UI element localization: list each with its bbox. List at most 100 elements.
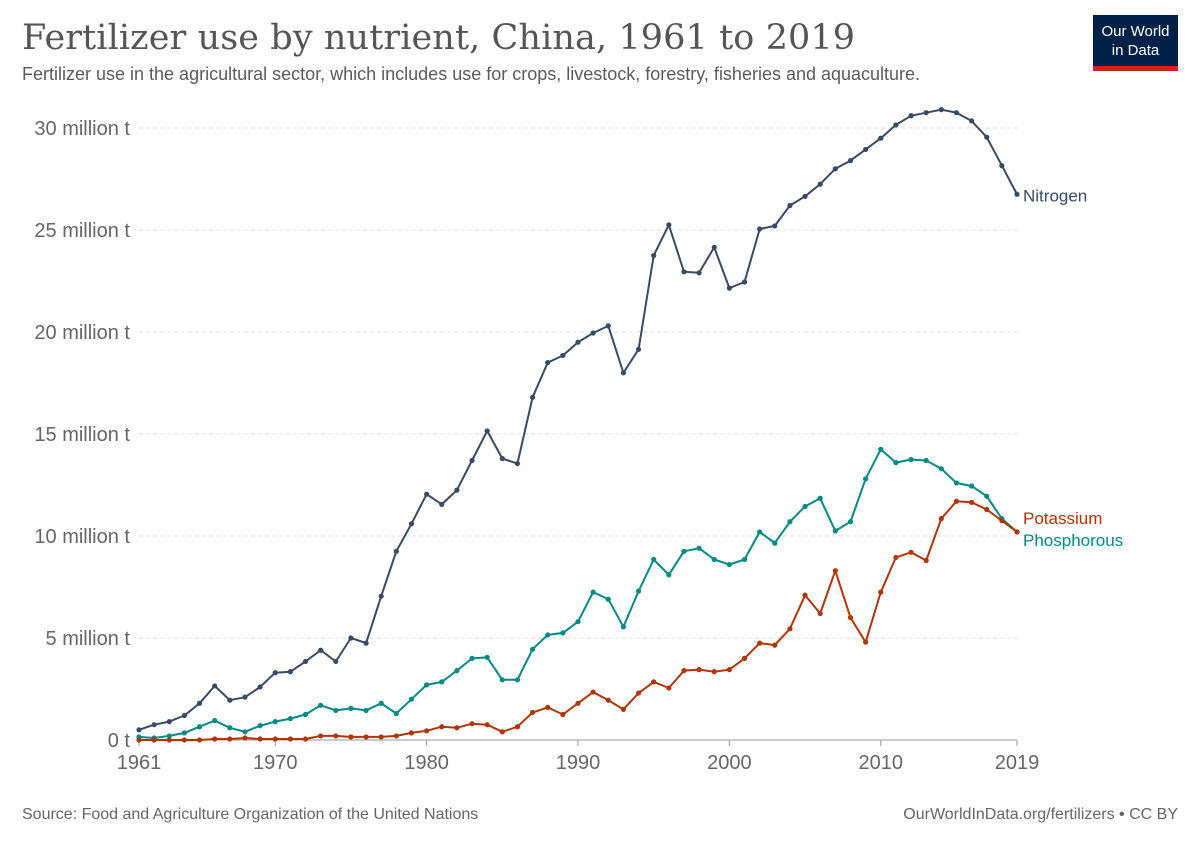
data-point[interactable] (832, 528, 838, 534)
data-point[interactable] (817, 610, 823, 617)
data-point[interactable] (454, 668, 460, 674)
data-point[interactable] (711, 669, 717, 675)
data-point[interactable] (393, 710, 399, 717)
data-point[interactable] (469, 655, 475, 662)
data-point[interactable] (787, 626, 793, 632)
data-point[interactable] (272, 736, 278, 742)
data-point[interactable] (272, 719, 278, 725)
data-point[interactable] (681, 668, 687, 674)
data-point[interactable] (590, 689, 596, 695)
credit-link[interactable]: OurWorldInData.org/fertilizers • CC BY (903, 806, 1178, 823)
data-point[interactable] (605, 697, 611, 703)
data-point[interactable] (620, 624, 627, 630)
data-point[interactable] (726, 285, 732, 291)
data-point[interactable] (529, 709, 536, 716)
data-point[interactable] (575, 700, 581, 706)
data-point[interactable] (302, 736, 309, 742)
data-point[interactable] (832, 568, 838, 574)
data-point[interactable] (953, 480, 960, 486)
data-point[interactable] (893, 122, 899, 128)
data-point[interactable] (363, 640, 369, 646)
data-point[interactable] (439, 501, 445, 507)
data-point[interactable] (938, 516, 944, 522)
data-point[interactable] (605, 596, 611, 602)
data-point[interactable] (181, 737, 188, 743)
data-point[interactable] (741, 556, 748, 563)
data-point[interactable] (318, 647, 324, 653)
data-point[interactable] (741, 655, 748, 662)
data-point[interactable] (499, 729, 505, 735)
data-point[interactable] (166, 737, 172, 743)
data-point[interactable] (469, 721, 475, 727)
data-point[interactable] (832, 166, 838, 172)
data-point[interactable] (863, 146, 869, 153)
data-point[interactable] (726, 667, 732, 673)
data-point[interactable] (529, 394, 536, 400)
data-point[interactable] (287, 715, 293, 722)
data-point[interactable] (711, 244, 717, 250)
data-point[interactable] (363, 707, 369, 714)
data-point[interactable] (514, 724, 521, 730)
data-point[interactable] (802, 193, 808, 199)
data-point[interactable] (545, 632, 551, 638)
data-point[interactable] (590, 589, 596, 595)
data-point[interactable] (651, 556, 657, 563)
data-point[interactable] (590, 330, 596, 336)
data-point[interactable] (711, 556, 717, 563)
data-point[interactable] (181, 730, 188, 736)
data-point[interactable] (635, 588, 642, 594)
series-potassium[interactable] (136, 498, 1020, 743)
data-point[interactable] (1014, 191, 1020, 197)
data-point[interactable] (181, 712, 188, 719)
data-point[interactable] (424, 491, 430, 497)
data-point[interactable] (681, 269, 687, 275)
data-point[interactable] (863, 639, 869, 645)
data-point[interactable] (545, 360, 551, 366)
data-point[interactable] (696, 270, 702, 276)
data-point[interactable] (726, 561, 732, 568)
data-point[interactable] (968, 118, 975, 124)
data-point[interactable] (938, 466, 944, 472)
data-point[interactable] (514, 677, 521, 683)
data-point[interactable] (847, 519, 854, 525)
data-point[interactable] (635, 346, 642, 352)
data-point[interactable] (408, 521, 415, 527)
data-point[interactable] (348, 734, 354, 740)
data-point[interactable] (257, 723, 263, 729)
data-point[interactable] (847, 615, 854, 621)
data-point[interactable] (302, 658, 309, 665)
data-point[interactable] (439, 679, 445, 685)
data-point[interactable] (408, 696, 415, 702)
data-point[interactable] (1014, 529, 1020, 535)
data-point[interactable] (953, 498, 960, 504)
data-point[interactable] (151, 737, 157, 743)
data-point[interactable] (333, 733, 339, 739)
data-point[interactable] (999, 163, 1005, 169)
data-point[interactable] (378, 593, 384, 599)
data-point[interactable] (757, 640, 763, 646)
data-point[interactable] (318, 702, 324, 708)
data-point[interactable] (212, 718, 218, 724)
data-point[interactable] (166, 719, 172, 725)
data-point[interactable] (908, 113, 914, 119)
data-point[interactable] (772, 642, 778, 648)
series-line-phosphorous[interactable] (138, 448, 1018, 739)
data-point[interactable] (923, 557, 929, 564)
series-phosphorous[interactable] (136, 446, 1020, 741)
data-point[interactable] (923, 110, 929, 116)
data-point[interactable] (953, 110, 960, 116)
data-point[interactable] (242, 735, 248, 741)
data-point[interactable] (242, 729, 248, 735)
data-point[interactable] (635, 690, 642, 696)
data-point[interactable] (984, 493, 990, 499)
owid-logo[interactable]: Our World in Data (1093, 15, 1178, 71)
data-point[interactable] (696, 545, 702, 551)
data-point[interactable] (333, 658, 339, 665)
data-point[interactable] (620, 706, 627, 713)
data-point[interactable] (454, 725, 460, 731)
data-point[interactable] (968, 499, 975, 505)
data-point[interactable] (923, 457, 929, 464)
data-point[interactable] (393, 548, 399, 554)
data-point[interactable] (772, 540, 778, 546)
data-point[interactable] (378, 734, 384, 740)
